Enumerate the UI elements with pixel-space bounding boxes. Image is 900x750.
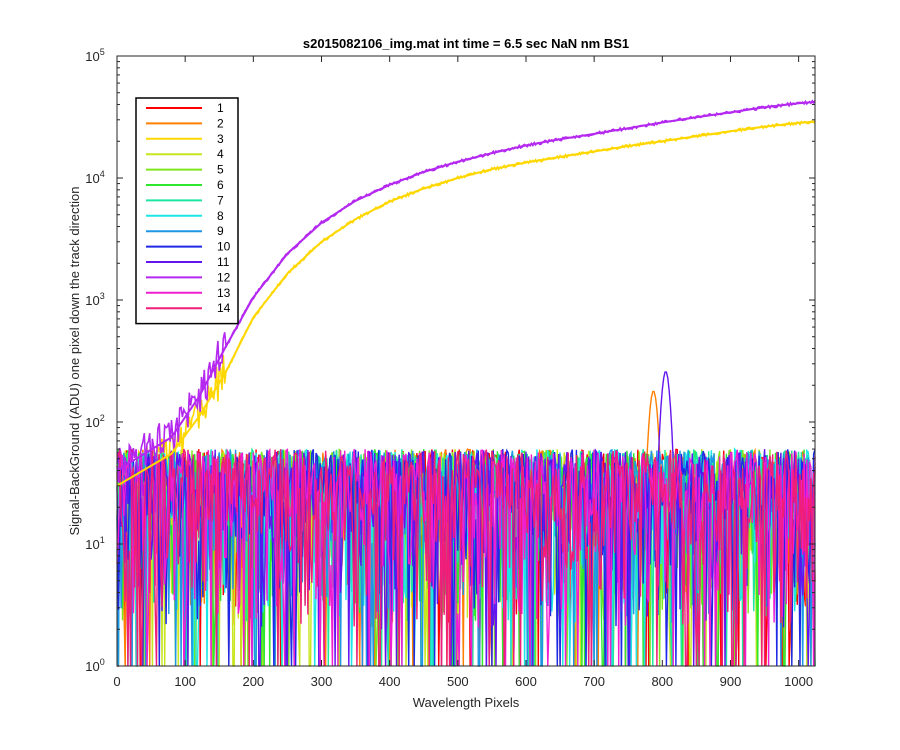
plot-frame	[116, 55, 816, 667]
x-tick-label: 500	[447, 674, 469, 689]
x-tick-label: 600	[515, 674, 537, 689]
legend-label-2: 2	[217, 116, 224, 130]
legend-label-3: 3	[217, 132, 224, 146]
x-tick-label: 400	[379, 674, 401, 689]
legend-label-10: 10	[217, 240, 231, 254]
series-14-line	[116, 448, 816, 667]
x-tick-label: 1000	[784, 674, 813, 689]
y-tick-label: 100	[85, 657, 104, 674]
x-tick-label: 700	[583, 674, 605, 689]
legend-label-5: 5	[217, 163, 224, 177]
legend-label-13: 13	[217, 286, 231, 300]
x-tick-label: 200	[242, 674, 264, 689]
ticks-layer: 0 100 200 300 400 500 600 700 800 900 100010010110…	[85, 47, 815, 689]
legend-label-6: 6	[217, 178, 224, 192]
legend-label-12: 12	[217, 270, 231, 284]
series-layer	[116, 99, 816, 667]
legend-label-11: 11	[217, 255, 230, 269]
x-tick-label: 300	[311, 674, 333, 689]
x-tick-label: 0	[113, 674, 120, 689]
series-12-trend	[116, 101, 816, 472]
y-tick-label: 102	[85, 413, 104, 430]
y-tick-label: 103	[85, 291, 104, 308]
x-tick-label: 900	[720, 674, 742, 689]
x-axis-label: Wavelength Pixels	[413, 695, 520, 710]
series-3-trend	[116, 120, 816, 487]
series-13-line	[116, 447, 816, 667]
legend-box	[135, 97, 239, 325]
legend-label-14: 14	[217, 301, 231, 315]
x-tick-label: 100	[174, 674, 196, 689]
y-tick-label: 104	[85, 169, 104, 186]
legend-label-9: 9	[217, 224, 224, 238]
chart-title: s2015082106_img.mat int time = 6.5 sec N…	[303, 36, 629, 51]
legend-label-1: 1	[217, 101, 224, 115]
legend-label-8: 8	[217, 209, 224, 223]
y-tick-label: 105	[85, 47, 104, 64]
legend-label-7: 7	[217, 193, 224, 207]
y-axis-label: Signal-BackGround (ADU) one pixel down t…	[67, 186, 82, 535]
y-tick-label: 101	[85, 535, 104, 552]
legend-label-4: 4	[217, 147, 224, 161]
x-tick-label: 800	[651, 674, 673, 689]
